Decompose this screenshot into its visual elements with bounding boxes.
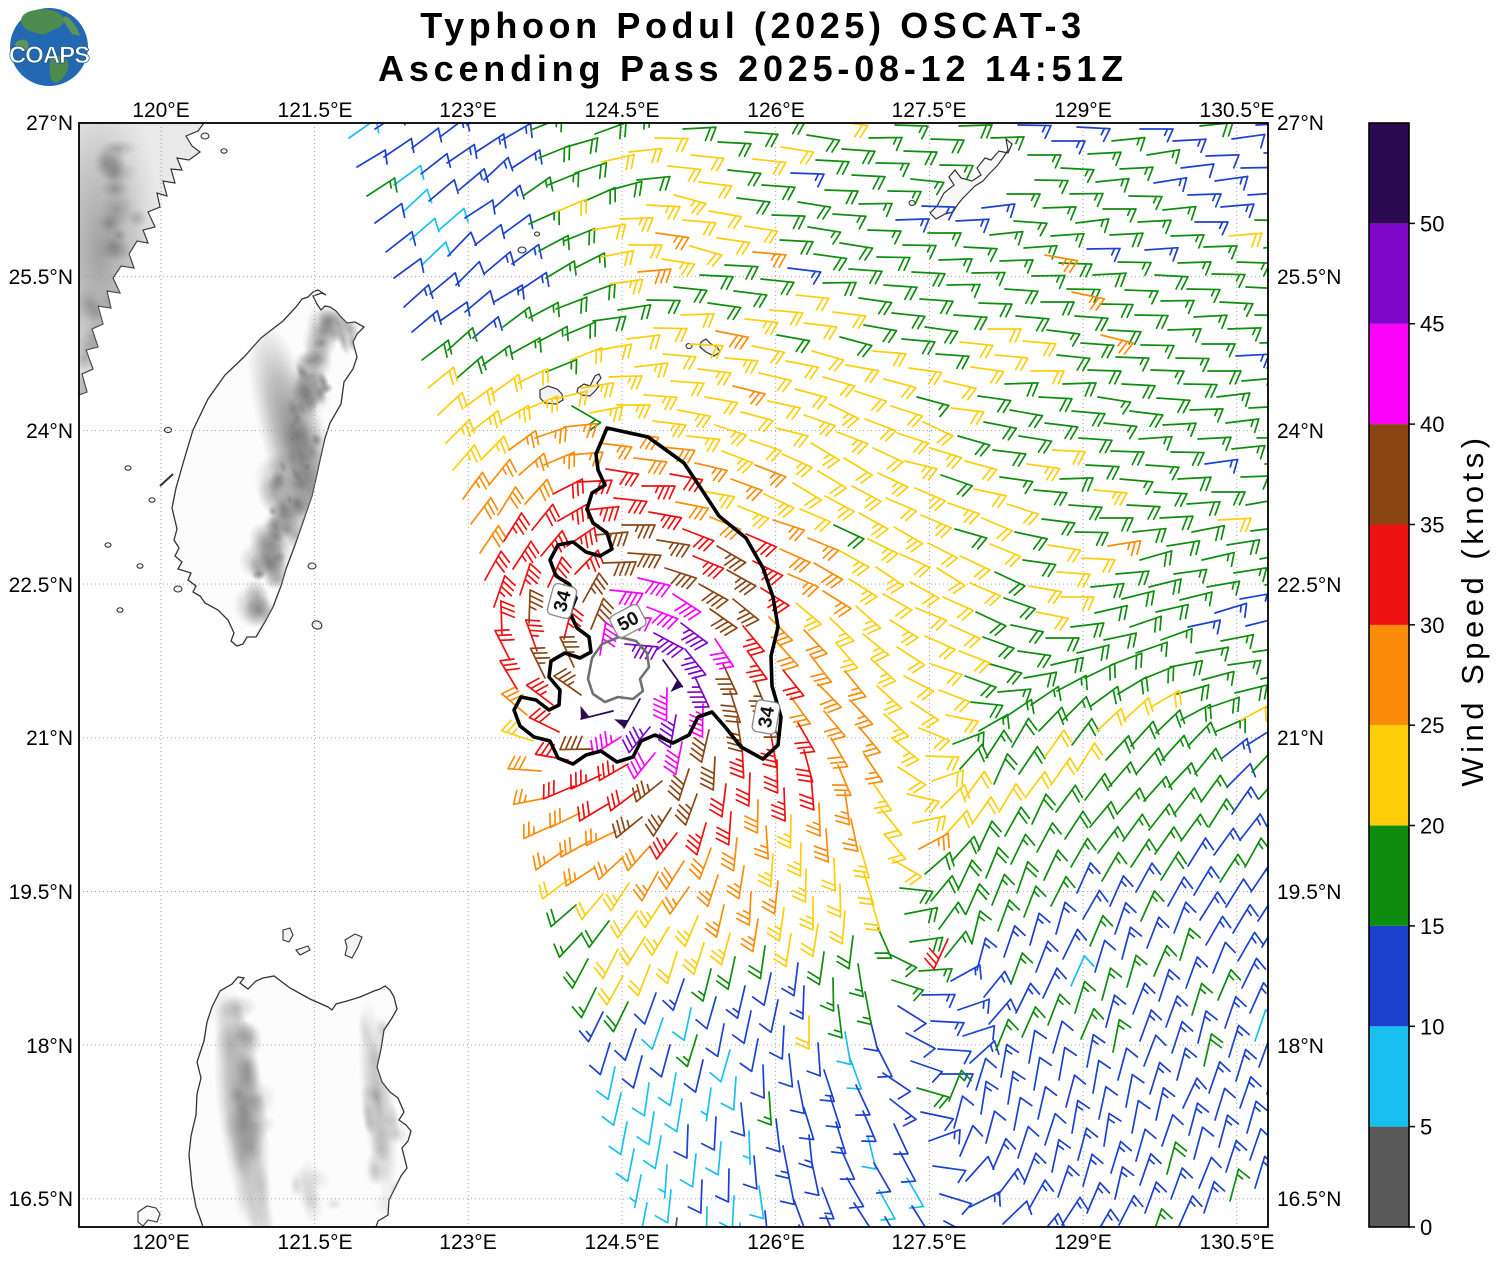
svg-text:121.5°E: 121.5°E	[278, 1231, 353, 1254]
svg-text:COAPS: COAPS	[9, 42, 90, 69]
svg-text:0: 0	[1420, 1215, 1432, 1240]
svg-text:124.5°E: 124.5°E	[585, 1231, 660, 1254]
svg-text:20: 20	[1420, 814, 1444, 839]
svg-text:24°N: 24°N	[1277, 420, 1324, 443]
svg-text:18°N: 18°N	[1277, 1035, 1324, 1058]
svg-text:27°N: 27°N	[26, 112, 73, 135]
svg-text:19.5°N: 19.5°N	[1277, 881, 1341, 904]
svg-text:27°N: 27°N	[1277, 112, 1324, 135]
svg-text:30: 30	[1420, 613, 1444, 638]
svg-text:19.5°N: 19.5°N	[9, 881, 73, 904]
svg-text:25.5°N: 25.5°N	[1277, 266, 1341, 289]
svg-text:126°E: 126°E	[747, 1231, 804, 1254]
svg-text:129°E: 129°E	[1054, 1231, 1111, 1254]
svg-text:Ascending Pass 2025-08-12 14:5: Ascending Pass 2025-08-12 14:51Z	[378, 48, 1128, 89]
svg-text:127.5°E: 127.5°E	[892, 99, 967, 122]
svg-text:22.5°N: 22.5°N	[9, 574, 73, 597]
svg-text:Typhoon Podul (2025) OSCAT-3: Typhoon Podul (2025) OSCAT-3	[420, 5, 1086, 46]
svg-text:5: 5	[1420, 1115, 1432, 1140]
svg-text:120°E: 120°E	[132, 99, 189, 122]
svg-text:18°N: 18°N	[26, 1035, 73, 1058]
svg-text:16.5°N: 16.5°N	[9, 1188, 73, 1211]
svg-text:127.5°E: 127.5°E	[892, 1231, 967, 1254]
svg-text:34: 34	[755, 705, 779, 730]
svg-text:21°N: 21°N	[26, 727, 73, 750]
svg-text:24°N: 24°N	[26, 420, 73, 443]
svg-text:45: 45	[1420, 312, 1444, 337]
svg-text:120°E: 120°E	[132, 1231, 189, 1254]
svg-text:124.5°E: 124.5°E	[585, 99, 660, 122]
svg-text:121.5°E: 121.5°E	[278, 99, 353, 122]
svg-text:10: 10	[1420, 1014, 1444, 1039]
svg-text:123°E: 123°E	[439, 99, 496, 122]
svg-text:21°N: 21°N	[1277, 727, 1324, 750]
svg-text:25: 25	[1420, 713, 1444, 738]
svg-text:22.5°N: 22.5°N	[1277, 574, 1341, 597]
svg-text:126°E: 126°E	[747, 99, 804, 122]
svg-text:130.5°E: 130.5°E	[1200, 1231, 1275, 1254]
svg-text:16.5°N: 16.5°N	[1277, 1188, 1341, 1211]
svg-text:Wind Speed (knots): Wind Speed (knots)	[1455, 433, 1490, 786]
svg-text:50: 50	[1420, 211, 1444, 236]
svg-text:15: 15	[1420, 914, 1444, 939]
svg-text:130.5°E: 130.5°E	[1200, 99, 1275, 122]
svg-text:35: 35	[1420, 513, 1444, 538]
svg-text:123°E: 123°E	[439, 1231, 496, 1254]
svg-text:40: 40	[1420, 412, 1444, 437]
svg-text:129°E: 129°E	[1054, 99, 1111, 122]
svg-text:25.5°N: 25.5°N	[9, 266, 73, 289]
